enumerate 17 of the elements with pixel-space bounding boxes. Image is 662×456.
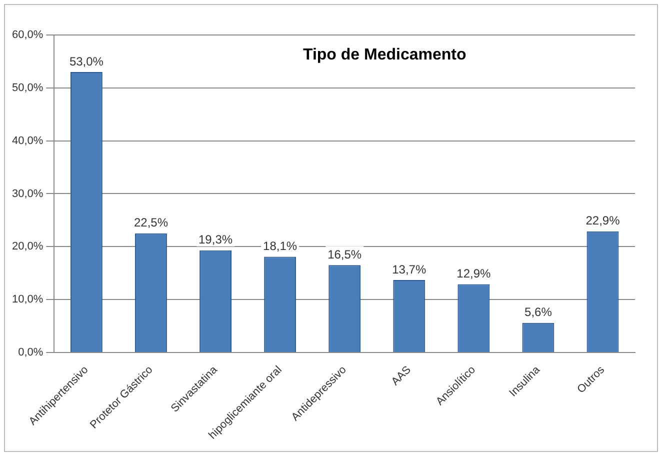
y-tick-label: 0,0% (18, 346, 44, 359)
text: Tipo de Medicamento (302, 46, 466, 64)
y-tick-label: 40,0% (12, 134, 44, 147)
data-label: 22,9% (586, 214, 620, 228)
data-label: 5,6% (524, 305, 552, 320)
data-label: 12,9% (456, 266, 492, 281)
y-tick-label: 50,0% (12, 82, 44, 94)
data-label: 13,7% (392, 262, 426, 276)
data-label: 19,3% (198, 232, 233, 247)
y-tick-label: 20,0% (12, 240, 44, 253)
data-label: 53,0% (69, 54, 104, 68)
data-label: 16,5% (328, 247, 362, 262)
data-label: 22,5% (134, 216, 168, 230)
y-tick-label: 60,0% (12, 29, 44, 42)
y-tick-label: 30,0% (12, 188, 44, 200)
y-tick-label: 10,0% (12, 294, 44, 306)
data-label: 18,1% (263, 239, 298, 254)
